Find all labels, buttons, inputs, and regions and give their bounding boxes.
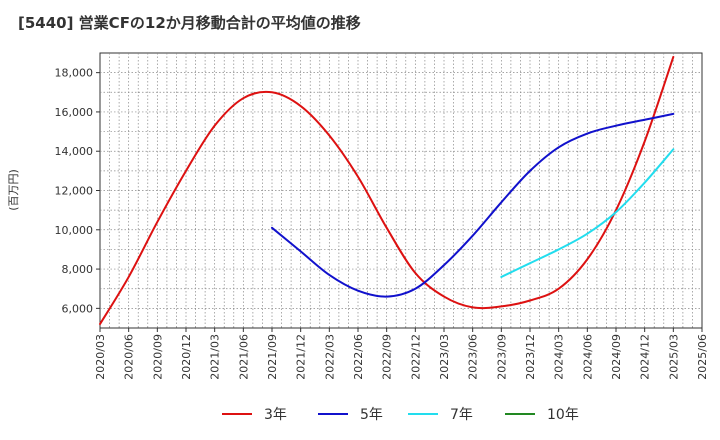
y-axis-ticks: 6,000 8,000 10,000 12,000 14,000 16,000 18,000 <box>55 67 100 315</box>
grid-layer <box>100 53 702 328</box>
legend-label-4: 10年 <box>547 407 579 423</box>
y-tick-label: 14,000 <box>55 145 94 158</box>
chart-title: [5440] 営業CFの12か月移動合計の平均値の推移 <box>18 14 361 32</box>
x-tick-label: 2025/03 <box>667 334 680 380</box>
x-tick-label: 2023/12 <box>524 334 537 380</box>
x-axis-ticks: 2020/03 2020/06 2020/09 2020/12 2021/03 2021/… <box>94 328 709 380</box>
x-tick-label: 2024/09 <box>610 334 623 380</box>
x-tick-label: 2021/09 <box>266 334 279 380</box>
y-tick-label: 12,000 <box>55 185 94 198</box>
x-tick-label: 2021/12 <box>295 334 308 380</box>
series-line-2 <box>271 112 675 298</box>
x-tick-label: 2022/03 <box>323 334 336 380</box>
x-tick-label: 2024/12 <box>639 334 652 380</box>
x-tick-label: 2024/06 <box>581 334 594 380</box>
y-tick-label: 6,000 <box>62 302 94 315</box>
x-tick-label: 2023/03 <box>438 334 451 380</box>
legend-label-1: 3年 <box>264 407 287 423</box>
x-tick-label: 2020/03 <box>94 334 107 380</box>
legend: 3年 5年 7年 10年 <box>222 407 579 423</box>
x-tick-label: 2021/06 <box>237 334 250 380</box>
x-tick-label: 2022/06 <box>352 334 365 380</box>
x-tick-label: 2025/06 <box>696 334 709 380</box>
series-line-1 <box>99 55 675 326</box>
y-tick-label: 18,000 <box>55 67 94 80</box>
series-layer <box>99 55 675 326</box>
y-tick-label: 10,000 <box>55 224 94 237</box>
series-line-3 <box>500 148 675 278</box>
legend-label-3: 7年 <box>450 407 473 423</box>
x-tick-label: 2023/09 <box>495 334 508 380</box>
x-tick-label: 2020/09 <box>151 334 164 380</box>
x-tick-label: 2023/06 <box>467 334 480 380</box>
x-tick-label: 2024/03 <box>553 334 566 380</box>
y-tick-label: 8,000 <box>62 263 94 276</box>
x-tick-label: 2021/03 <box>209 334 222 380</box>
y-tick-label: 16,000 <box>55 106 94 119</box>
y-axis-label: (百万円) <box>7 169 20 211</box>
x-tick-label: 2022/12 <box>409 334 422 380</box>
x-tick-label: 2020/12 <box>180 334 193 380</box>
legend-label-2: 5年 <box>360 407 383 423</box>
x-tick-label: 2022/09 <box>381 334 394 380</box>
x-tick-label: 2020/06 <box>123 334 136 380</box>
